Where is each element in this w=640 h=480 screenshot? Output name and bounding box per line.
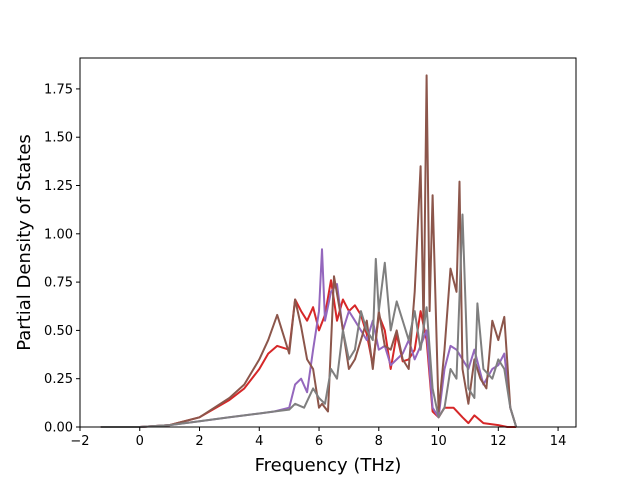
y-tick-label: 0.25 <box>44 372 73 387</box>
series-line-1 <box>100 279 517 428</box>
x-axis-ticks: −2 0 2 4 6 8 10 12 14 <box>70 427 566 449</box>
x-tick-label: 2 <box>195 434 203 449</box>
y-axis-label: Partial Density of States <box>14 134 35 351</box>
x-tick-label: 8 <box>375 434 383 449</box>
plot-frame <box>79 57 577 428</box>
y-tick-label: 1.00 <box>44 227 73 242</box>
y-axis-ticks: 0.00 0.25 0.50 0.75 1.00 1.25 1.50 1.75 <box>44 82 80 436</box>
y-tick-label: 0.00 <box>44 421 73 436</box>
x-tick-label: 6 <box>315 434 323 449</box>
series-line-4 <box>100 213 518 428</box>
y-tick-label: 1.50 <box>44 131 73 146</box>
x-tick-label: 0 <box>136 434 144 449</box>
x-axis-label: Frequency (THz) <box>255 455 402 476</box>
y-tick-label: 0.75 <box>44 276 73 291</box>
series-line-3 <box>100 74 518 428</box>
series-lines <box>100 74 518 428</box>
x-tick-label: 12 <box>490 434 507 449</box>
y-tick-label: 0.50 <box>44 324 73 339</box>
y-tick-label: 1.75 <box>44 82 73 97</box>
x-tick-label: 10 <box>430 434 447 449</box>
y-tick-label: 1.25 <box>44 179 73 194</box>
x-tick-label: −2 <box>70 434 89 449</box>
x-tick-label: 14 <box>550 434 567 449</box>
x-tick-label: 4 <box>255 434 263 449</box>
